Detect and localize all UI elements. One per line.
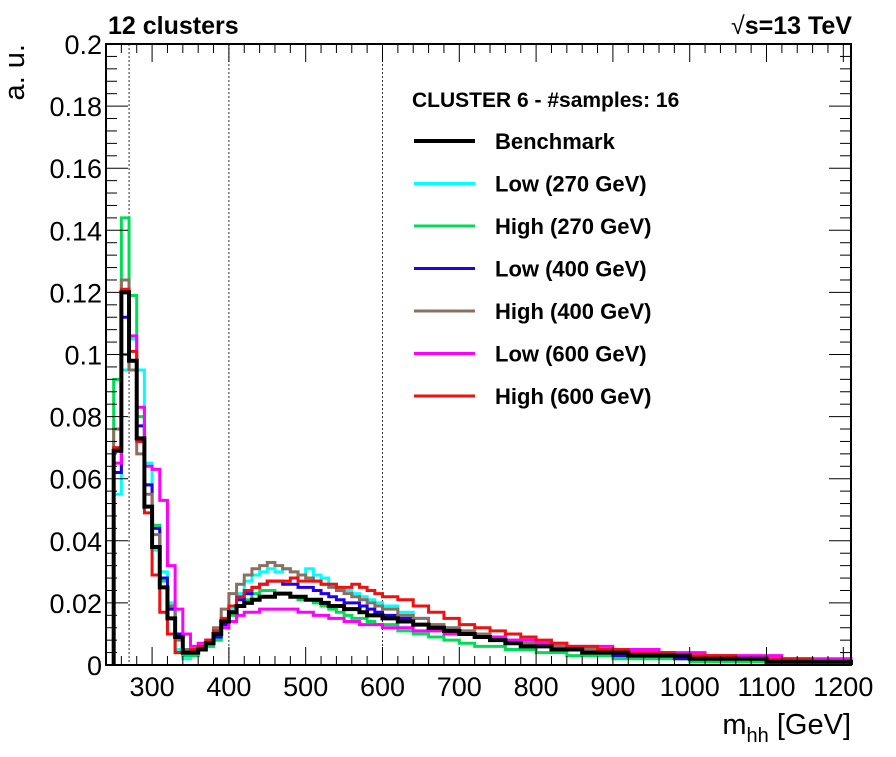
legend-label-low-400-gev: Low (400 GeV) bbox=[495, 257, 647, 282]
series-layer bbox=[111, 216, 853, 665]
chart-title: 12 clusters bbox=[108, 12, 239, 40]
series-low-270-gev bbox=[112, 337, 853, 665]
energy-text: s=13 TeV bbox=[744, 12, 852, 40]
y-tick-label: 0.2 bbox=[64, 30, 102, 60]
series-benchmark bbox=[111, 290, 853, 665]
x-tick-label: 600 bbox=[360, 672, 405, 702]
y-tick-label: 0.08 bbox=[49, 403, 102, 433]
reference-lines bbox=[128, 44, 383, 665]
series-high-270-gev bbox=[112, 216, 853, 665]
legend-label-high-600-gev: High (600 GeV) bbox=[495, 384, 651, 409]
axis-ticks: 300 400 500 600 700 800 900 1000 1100 1200 0 0.02 0.… bbox=[49, 30, 873, 702]
legend-title: CLUSTER 6 - #samples: 16 bbox=[412, 89, 679, 112]
legend-label-low-600-gev: Low (600 GeV) bbox=[495, 342, 647, 367]
plot-frame bbox=[105, 43, 852, 666]
y-tick-label: 0 bbox=[87, 651, 102, 681]
y-tick-label: 0.16 bbox=[49, 154, 102, 184]
x-tick-label: 1000 bbox=[660, 672, 720, 702]
legend-label-low-270-gev: Low (270 GeV) bbox=[495, 172, 647, 197]
x-tick-label: 400 bbox=[206, 672, 251, 702]
series-low-600-gev bbox=[112, 334, 853, 665]
legend-label-high-400-gev: High (400 GeV) bbox=[495, 299, 651, 324]
x-tick-label: 300 bbox=[130, 672, 175, 702]
sqrt-symbol: √ bbox=[731, 12, 745, 40]
series-high-400-gev bbox=[112, 278, 853, 665]
x-tick-label: 900 bbox=[590, 672, 635, 702]
x-tick-label: 700 bbox=[437, 672, 482, 702]
y-tick-label: 0.02 bbox=[49, 589, 102, 619]
y-tick-label: 0.06 bbox=[49, 465, 102, 495]
y-tick-label: 0.18 bbox=[49, 92, 102, 122]
x-tick-label: 1200 bbox=[813, 672, 873, 702]
x-axis-title: mhh [GeV] bbox=[722, 709, 851, 747]
series-low-400-gev bbox=[112, 315, 853, 665]
x-tick-label: 500 bbox=[283, 672, 328, 702]
legend: CLUSTER 6 - #samples: 16 Benchmark Low (27… bbox=[412, 89, 679, 409]
legend-label-high-270-gev: High (270 GeV) bbox=[495, 214, 651, 239]
y-tick-label: 0.04 bbox=[49, 527, 102, 557]
y-axis-title: a. u. bbox=[0, 44, 31, 100]
y-tick-label: 0.14 bbox=[49, 216, 102, 246]
y-tick-label: 0.1 bbox=[64, 341, 102, 371]
legend-label-benchmark: Benchmark bbox=[495, 129, 616, 154]
y-tick-label: 0.12 bbox=[49, 278, 102, 308]
x-tick-label: 800 bbox=[514, 672, 559, 702]
energy-annotation: √s=13 TeV bbox=[731, 12, 852, 41]
x-tick-label: 1100 bbox=[737, 672, 795, 702]
